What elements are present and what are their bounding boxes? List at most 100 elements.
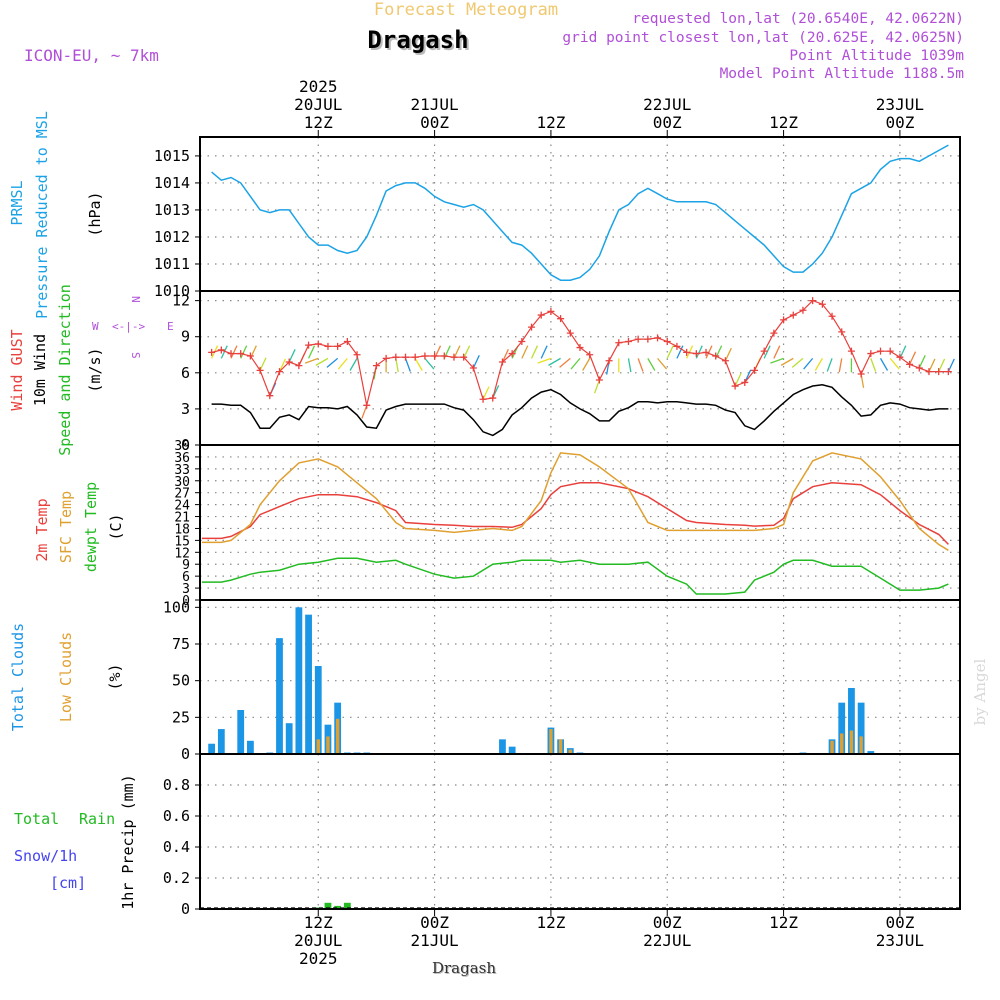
- wind-gust-marker: [314, 340, 322, 348]
- wind-arrow: [424, 357, 435, 370]
- wind-gust-marker: [547, 307, 555, 315]
- low-clouds-bar: [859, 736, 863, 754]
- temp-sfc-line: [201, 452, 949, 551]
- wind-gust-marker: [576, 344, 584, 352]
- wind-arrow: [326, 357, 339, 368]
- wind-gust-marker: [227, 350, 235, 358]
- temp-ytick-label: 36: [174, 451, 190, 466]
- wind-arrow: [315, 357, 329, 366]
- wind-gust-marker: [498, 358, 506, 366]
- temp-ytick-label: 15: [174, 534, 190, 549]
- top-time-label: 12Z: [304, 113, 333, 132]
- total-clouds-bar: [208, 743, 216, 754]
- pressure-labels: PRMSL Pressure Reduced to MSL (hPa): [8, 111, 104, 319]
- pressure-ytick-label: 1013: [154, 201, 190, 219]
- bottom-time-label: 22JUL: [643, 931, 691, 950]
- wind-gust-marker: [402, 353, 410, 361]
- total-clouds-bar: [276, 638, 283, 754]
- wind-gust-marker: [305, 341, 313, 349]
- total-clouds-bar: [217, 729, 225, 754]
- wind-gust-marker: [295, 362, 303, 370]
- wind-arrow: [928, 358, 936, 372]
- temp-ytick-label: 9: [182, 558, 190, 573]
- clouds-frame: [199, 599, 961, 755]
- wind-arrow: [548, 357, 561, 366]
- wind-arrow: [453, 345, 461, 359]
- precip-panel: 0 0.2 0.4 0.6 0.8: [163, 753, 961, 918]
- total-clouds-bar: [247, 740, 254, 754]
- pressure-ytick-label: 1015: [154, 147, 190, 165]
- model-altitude: Model Point Altitude 1188.5m: [720, 66, 965, 82]
- wind-gust-marker: [896, 353, 904, 361]
- rain-label: Rain: [79, 810, 115, 828]
- wind-gust-marker: [586, 351, 594, 359]
- wind-gust-line: [211, 299, 949, 406]
- wind-gust-marker: [615, 339, 623, 347]
- total-clouds-bar: [838, 702, 846, 754]
- wind-gust-marker: [624, 338, 632, 346]
- wind-ytick-label: 9: [181, 328, 190, 346]
- wind-gust-marker: [809, 297, 817, 305]
- compass-s: S: [129, 352, 142, 359]
- wind-gust-marker: [392, 353, 400, 361]
- station-title: Dragash: [367, 26, 468, 54]
- wind-arrow: [361, 405, 368, 419]
- wind-gust-marker: [372, 362, 380, 370]
- wind-arrow: [240, 345, 248, 359]
- bottom-time-label: 12Z: [304, 913, 333, 932]
- wind-gust-marker: [528, 323, 536, 331]
- temp-ytick-label: 0: [182, 594, 190, 609]
- top-time-label: 00Z: [420, 113, 449, 132]
- temp-dewpt-line: [201, 557, 949, 595]
- low-clouds-bar: [335, 718, 340, 754]
- wind-gust-marker: [886, 347, 894, 355]
- prmsl-label: PRMSL: [8, 180, 26, 225]
- clouds-ytick-label: 25: [172, 708, 190, 726]
- hpa-unit-label: (hPa): [86, 191, 104, 236]
- wind-gust-marker: [877, 347, 885, 355]
- precip-ytick-label: 0.2: [163, 869, 190, 887]
- wind-arrow: [803, 357, 814, 370]
- wind-arrow: [889, 357, 900, 370]
- temp-ytick-label: 30: [174, 475, 190, 490]
- clouds-ytick-label: 0: [181, 745, 190, 763]
- wind-gust-marker: [925, 368, 933, 376]
- wind-gust-marker: [721, 357, 729, 365]
- bottom-time-label: 00Z: [653, 913, 682, 932]
- wind-gust-marker: [663, 338, 671, 346]
- wind-gust-marker: [421, 352, 429, 360]
- wind-ytick-label: 12: [172, 292, 190, 310]
- chart-subtitle: Forecast Meteogram: [374, 0, 558, 20]
- rain-bar: [334, 905, 342, 909]
- wind-gust-marker: [256, 366, 264, 374]
- compass-rose-icon: W E <-|-> N S: [92, 296, 174, 359]
- wind-arrow: [780, 357, 794, 366]
- wind-arrow: [879, 358, 889, 371]
- rain-bar: [324, 902, 332, 909]
- wind-arrow: [899, 345, 907, 359]
- wind-gust-marker: [343, 338, 351, 346]
- wind-arrow: [763, 345, 771, 359]
- wind-gust-marker: [537, 311, 545, 319]
- top-time-label: 20JUL: [294, 95, 342, 114]
- wind-gust-label: Wind GUST: [8, 329, 26, 410]
- wind-gust-marker: [915, 364, 923, 372]
- low-clouds-bar: [568, 749, 573, 754]
- ms-unit-label: (m/s): [86, 347, 104, 392]
- low-clouds-bar: [849, 730, 854, 754]
- bottom-time-label: 00Z: [420, 913, 449, 932]
- point-altitude: Point Altitude 1039m: [789, 48, 964, 64]
- wind-gust-marker: [867, 350, 875, 358]
- wind-gust-marker: [208, 348, 216, 356]
- total-clouds-bar: [305, 614, 312, 754]
- temp-ytick-label: 24: [174, 499, 190, 514]
- wind-arrow: [395, 358, 399, 373]
- wind-gust-marker: [518, 338, 526, 346]
- wind-gust-marker: [566, 329, 574, 337]
- wind-gust-marker: [780, 316, 788, 324]
- wind-gust-marker: [828, 312, 836, 320]
- total-clouds-bar: [857, 702, 865, 754]
- wind-gust-marker: [469, 364, 477, 372]
- wind-gust-marker: [712, 352, 720, 360]
